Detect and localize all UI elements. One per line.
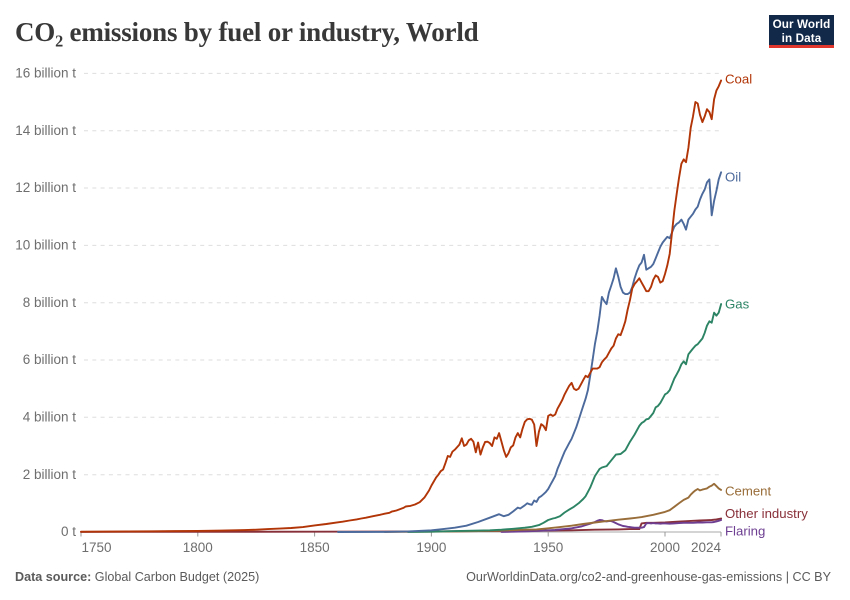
svg-text:2 billion t: 2 billion t	[23, 467, 77, 482]
svg-text:10 billion t: 10 billion t	[15, 238, 76, 253]
svg-text:Cement: Cement	[725, 484, 772, 499]
svg-text:12 billion t: 12 billion t	[15, 180, 76, 195]
svg-text:1900: 1900	[416, 540, 446, 555]
svg-text:2000: 2000	[650, 540, 680, 555]
svg-text:Flaring: Flaring	[725, 524, 765, 539]
svg-text:1950: 1950	[533, 540, 563, 555]
svg-text:Gas: Gas	[725, 297, 750, 312]
svg-text:1800: 1800	[183, 540, 213, 555]
svg-text:8 billion t: 8 billion t	[23, 295, 77, 310]
svg-text:16 billion t: 16 billion t	[15, 66, 76, 81]
svg-text:1750: 1750	[82, 540, 112, 555]
svg-text:2024: 2024	[691, 540, 722, 555]
svg-text:0 t: 0 t	[61, 524, 76, 539]
svg-text:Coal: Coal	[725, 72, 752, 87]
svg-text:Other industry: Other industry	[725, 506, 808, 521]
svg-text:14 billion t: 14 billion t	[15, 123, 76, 138]
svg-text:Oil: Oil	[725, 170, 741, 185]
svg-text:4 billion t: 4 billion t	[23, 410, 77, 425]
svg-text:1850: 1850	[300, 540, 330, 555]
svg-text:6 billion t: 6 billion t	[23, 352, 77, 367]
